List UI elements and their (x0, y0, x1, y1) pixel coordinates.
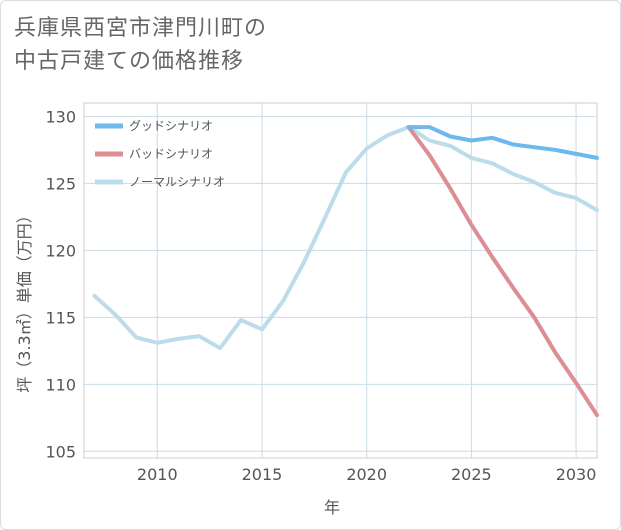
tick-labels: 2010 2015 2020 2025 2030 105 110 115 120 125 130 (45, 107, 596, 484)
x-tick-label-2015: 2015 (242, 465, 283, 484)
y-tick-label-110: 110 (45, 375, 76, 394)
title-line-1: 兵庫県西宮市津門川町の (14, 16, 268, 41)
chart-title: 兵庫県西宮市津門川町の 中古戸建ての価格推移 (14, 12, 534, 78)
x-tick-label-2025: 2025 (451, 465, 492, 484)
grid-lines (84, 103, 597, 458)
plot-area (83, 102, 598, 459)
x-tick-label-2030: 2030 (556, 465, 597, 484)
x-axis-title: 年 (324, 498, 340, 517)
series-lines (92, 125, 599, 418)
series-line-0 (406, 125, 599, 160)
y-tick-label-120: 120 (45, 241, 76, 260)
legend-label-1: バッドシナリオ (129, 147, 213, 161)
y-axis-title: 坪（3.3㎡）単価（万円） (15, 207, 34, 392)
x-tick-label-2020: 2020 (346, 465, 387, 484)
legend-label-2: ノーマルシナリオ (129, 175, 225, 189)
x-tick-label-2010: 2010 (137, 465, 178, 484)
y-tick-label-130: 130 (45, 107, 76, 126)
legend-label-0: グッドシナリオ (129, 119, 213, 133)
y-tick-label-105: 105 (45, 442, 76, 461)
title-line-2: 中古戸建ての価格推移 (14, 49, 245, 74)
y-tick-label-125: 125 (45, 174, 76, 193)
y-tick-label-115: 115 (45, 308, 76, 327)
series-line-1 (406, 125, 599, 418)
series-line-2 (92, 125, 599, 351)
